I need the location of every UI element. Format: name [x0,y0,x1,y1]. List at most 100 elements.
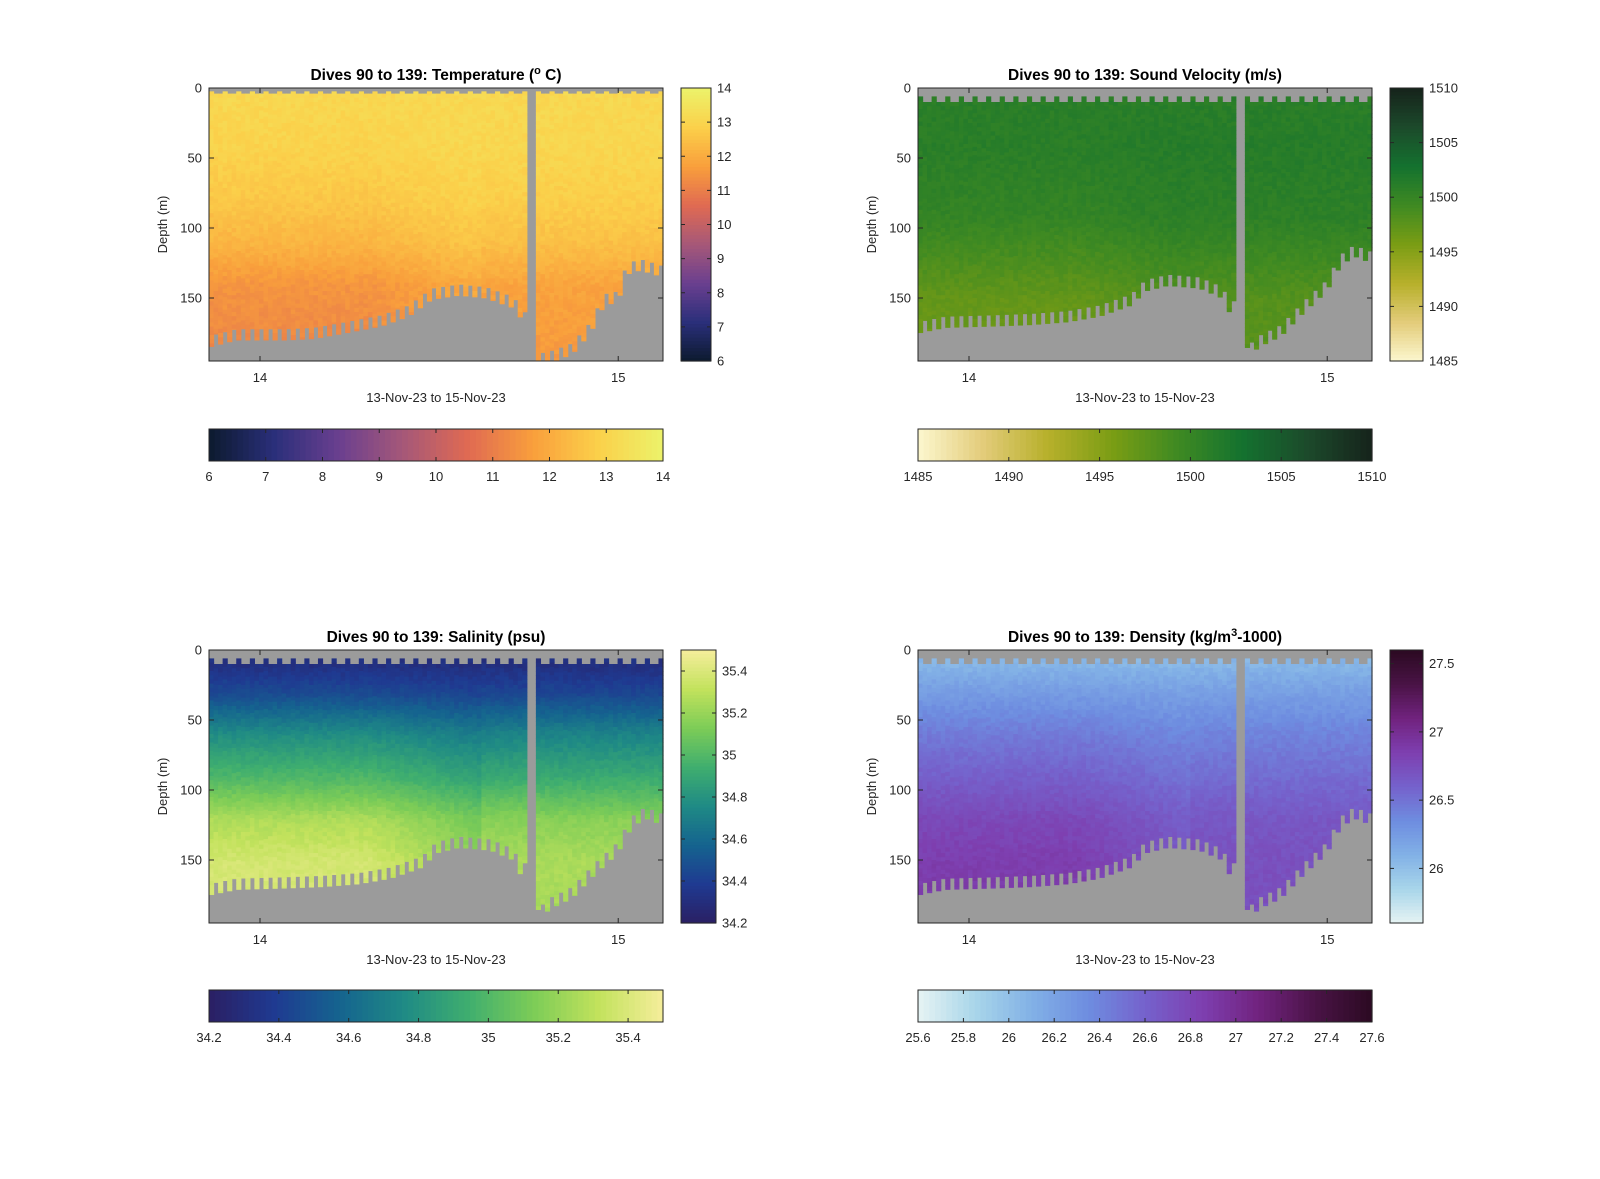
heatmap-cell [458,244,464,250]
heatmap-cell [540,291,546,296]
heatmap-cell [413,204,419,210]
heatmap-cell [504,173,510,179]
heatmap-cell [567,303,573,309]
heatmap-cell [268,270,274,275]
heatmap-cell [513,148,519,153]
heatmap-cell [490,219,496,225]
heatmap-cell [327,93,333,99]
heatmap-cell [254,253,260,258]
heatmap-cell [508,141,514,147]
heatmap-cell [454,255,460,260]
heatmap-cell [567,114,573,120]
heatmap-cell [576,305,582,311]
heatmap-cell [626,102,632,107]
heatmap-cell [236,166,242,172]
heatmap-cell [222,259,228,265]
heatmap-cell [413,280,419,286]
heatmap-cell [590,267,596,273]
heatmap-cell [245,240,251,246]
heatmap-cell [613,202,619,208]
heatmap-cell [386,112,392,118]
heatmap-cell [504,202,510,208]
heatmap-cell [304,95,310,101]
heatmap-cell [286,211,292,216]
heatmap-cell [617,192,623,197]
heatmap-cell [209,213,215,218]
heatmap-cell [345,318,351,323]
heatmap-cell [322,312,328,317]
heatmap-cell [327,328,333,334]
heatmap-cell [513,223,519,229]
heatmap-cell [245,219,251,225]
heatmap-cell [290,297,296,302]
heatmap-cell [258,177,265,183]
heatmap-cell [626,114,632,120]
heatmap-cell [331,162,337,168]
heatmap-cell [504,118,510,124]
heatmap-cell [436,156,442,162]
heatmap-cell [481,124,487,130]
heatmap-cell [313,177,319,183]
heatmap-cell [417,123,423,128]
heatmap-cell [576,234,582,239]
heatmap-cell [622,265,628,271]
heatmap-cell [281,244,287,250]
heatmap-cell [517,219,523,225]
heatmap-cell [209,108,215,113]
heatmap-cell [227,337,233,342]
heatmap-cell [317,217,324,223]
heatmap-cell [404,194,410,200]
heatmap-cell [399,158,405,164]
heatmap-cell [336,173,342,179]
heatmap-cell [209,297,215,302]
heatmap-cell [417,173,423,179]
heatmap-cell [286,148,292,153]
heatmap-cell [240,228,246,233]
heatmap-cell [213,215,219,221]
heatmap-cell [495,280,501,286]
heatmap-cell [495,246,501,252]
heatmap-cell [472,165,478,170]
heatmap-cell [517,282,523,288]
heatmap-cell [454,208,460,214]
heatmap-cell [295,102,301,107]
heatmap-cell [304,238,310,244]
heatmap-cell [495,154,501,160]
heatmap-cell [563,120,569,126]
heatmap-cell [608,219,614,225]
heatmap-cell [549,313,555,319]
heatmap-cell [603,116,610,122]
heatmap-cell [268,144,274,149]
heatmap-cell [517,165,523,170]
heatmap-cell [263,292,269,298]
heatmap-cell [485,190,492,195]
heatmap-cell [513,110,519,116]
heatmap-cell [458,106,464,111]
heatmap-cell [585,236,591,242]
heatmap-cell [240,123,246,128]
heatmap-cell [376,148,383,153]
heatmap-cell [590,276,596,281]
heatmap-cell [376,232,383,237]
heatmap-cell [209,145,215,151]
heatmap-cell [240,135,246,141]
heatmap-cell [576,229,582,235]
heatmap-cell [227,286,233,292]
heatmap-cell [485,219,492,225]
heatmap-cell [554,299,560,305]
heatmap-cell [213,127,219,132]
heatmap-cell [567,291,573,296]
heatmap-cell [626,198,632,204]
heatmap-cell [594,274,601,279]
heatmap-cell [431,236,437,242]
heatmap-cell [608,135,614,141]
heatmap-cell [286,223,292,229]
heatmap-cell [304,263,310,269]
heatmap-cell [272,265,278,271]
heatmap-cell [331,263,337,269]
heatmap-cell [436,177,442,183]
heatmap-cell [363,270,369,275]
heatmap-cell [240,131,246,137]
heatmap-cell [367,282,374,288]
heatmap-cell [554,186,560,191]
